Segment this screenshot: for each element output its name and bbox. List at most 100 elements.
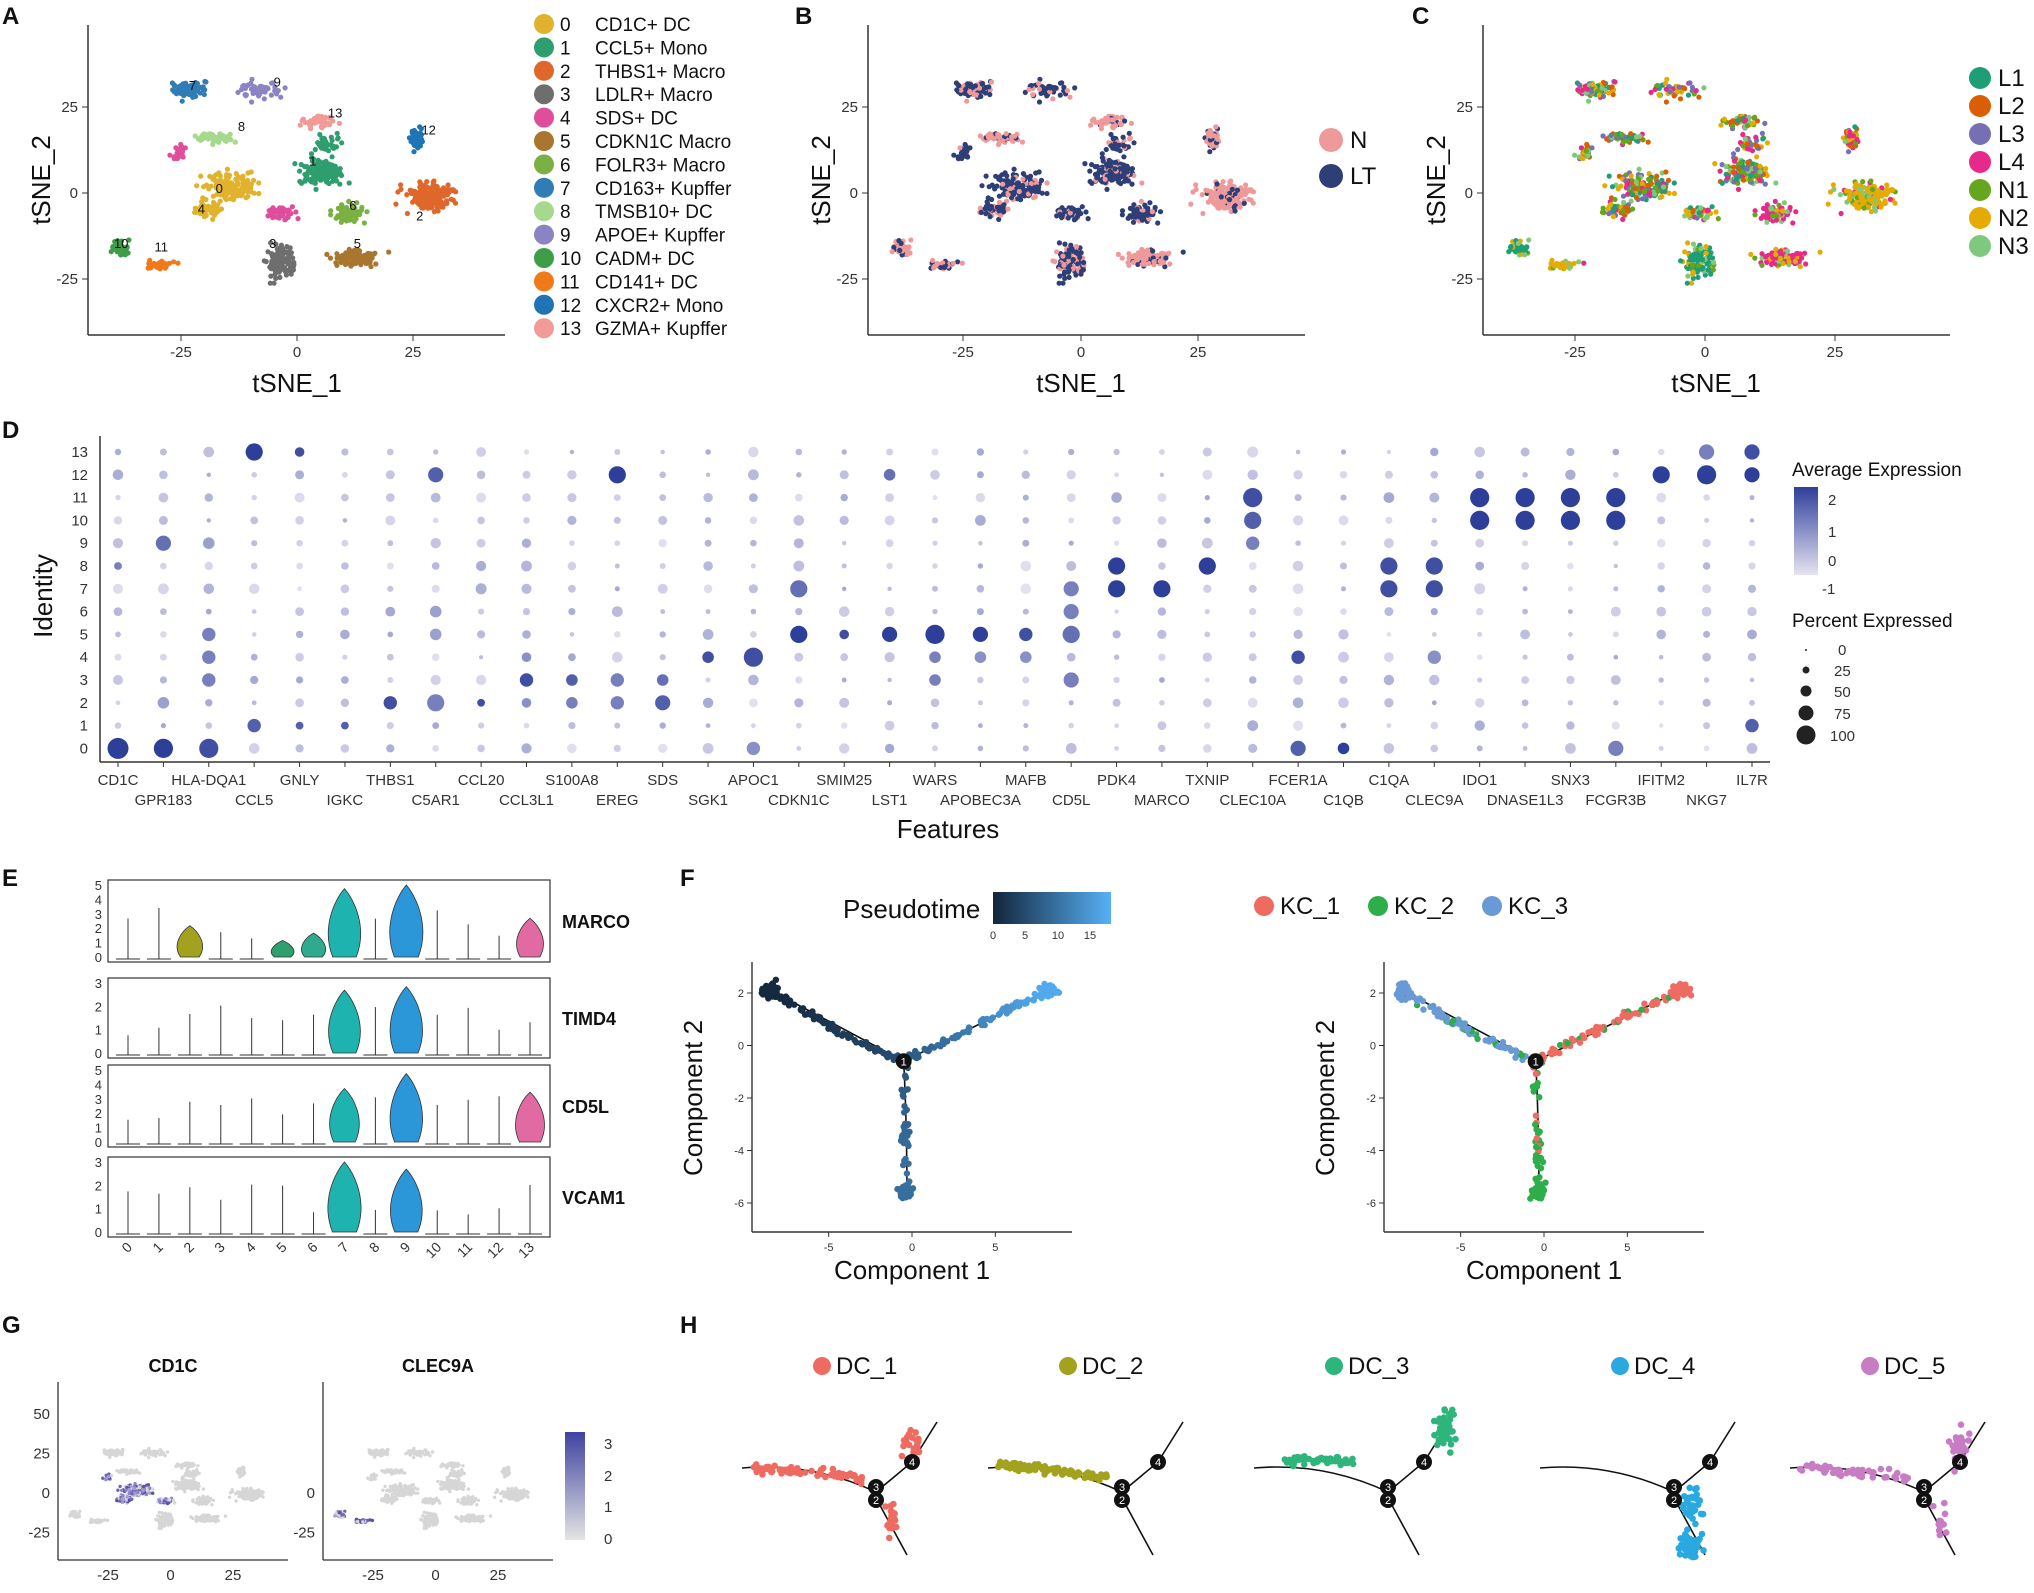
dot-plot-point [153,738,173,759]
cell-point [317,131,323,138]
cell-point [361,220,367,226]
panel-label-g: G [2,1312,21,1339]
cluster-number-label: 4 [198,202,205,217]
cell-point [329,143,335,149]
cell-point [147,257,153,263]
cell-point [214,191,220,197]
dot-plot-point [1204,517,1211,524]
cell-point [442,191,448,197]
violin-cluster-label: 5 [273,1239,290,1256]
violin-ytick: 3 [95,976,102,991]
cell-point [1606,173,1612,179]
dot-plot-point [250,653,258,661]
feature-label: SNX3 [1551,772,1590,789]
cell-point [122,252,128,258]
dot-plot-point [1202,652,1213,662]
dot-plot-point [1560,510,1580,530]
cell-point [1139,217,1145,223]
cell-point [1011,166,1017,172]
cell-point [339,214,345,220]
cell-point [1754,154,1760,160]
panel-d-size-tick: 50 [1834,684,1851,701]
dot-plot-point [159,470,168,480]
cell-point [1887,196,1893,202]
cell-point [1104,186,1110,192]
cell-point [335,205,341,211]
cell-point [1032,193,1038,200]
dot-plot-point [1567,586,1573,592]
cell-point [210,199,217,205]
dot-plot-point [614,722,621,729]
dot-plot-point [342,654,348,660]
cell-point [1666,190,1672,196]
trajectory-cell [901,1103,908,1110]
legend-swatch [534,201,554,222]
cell-point [1633,179,1639,185]
violin-cluster-label: 10 [422,1239,444,1261]
feature-label: APOBEC3A [940,792,1021,809]
dot-plot-point [1522,654,1528,660]
cell-point [437,187,443,193]
dot-plot-point [749,698,758,708]
dot-plot-point [1204,722,1211,729]
cell-point [1853,181,1859,187]
violin-shape [389,986,423,1054]
cell-point [421,186,427,192]
cell-point [1628,131,1634,137]
dot-plot-point [1022,494,1029,501]
dot-plot-point [432,517,439,524]
cell-point [1744,141,1750,147]
dot-plot-point [340,698,350,707]
trajectory-cell [1043,992,1050,999]
cell-point [233,182,239,189]
dot-plot-point [705,449,711,455]
cell-point [1645,182,1651,189]
dot-plot-point [1114,540,1120,546]
dot-plot-point [839,629,849,640]
dot-plot-point [1657,516,1666,525]
dot-plot-point [296,540,303,547]
cell-point [1610,91,1616,98]
dot-plot-point [204,493,213,502]
dot-plot-point [568,653,576,662]
legend-swatch-lt [1319,164,1343,188]
dot-plot-point [294,492,305,503]
cell-point [1515,240,1521,246]
cell-point [1630,192,1636,198]
dot-plot-point [1610,606,1621,617]
dot-plot-point [1202,447,1212,457]
cell-point [1226,204,1232,210]
cell-point [1605,206,1611,212]
cell-point [1220,179,1226,185]
dot-plot-point [1522,472,1528,478]
dot-plot-point [1430,471,1439,479]
cell-point [110,244,116,250]
cell-point [1007,186,1014,192]
cell-point [350,256,356,262]
traj-ylabel: Component 2 [1310,1020,1340,1176]
dot-plot-point [432,722,440,729]
dot-plot-point [1697,465,1717,485]
dot-plot-point [476,538,486,548]
trajectory-cell [882,1051,890,1059]
cell-point [372,250,378,256]
cell-point [1062,275,1068,281]
cell-point [260,84,266,90]
trajectory-cell [954,1033,961,1041]
cell-point [227,181,233,187]
violin-ytick: 2 [95,999,102,1014]
cell-point [1802,250,1808,256]
panel-c-tsne-samples: -25 0 25 25 0 -25 tSNE_1 tSNE_2 L1L2L3L4… [1421,25,2029,398]
cell-point [1522,246,1529,252]
cell-point [1689,262,1696,268]
dot-plot-point [1429,674,1440,686]
cell-point [411,149,417,155]
cell-point [1790,220,1796,226]
dot-plot-point [1430,744,1439,753]
cell-point [1600,93,1607,99]
cell-point [1754,143,1760,149]
legend-cluster-id: 3 [560,85,571,106]
dot-plot-point [929,674,941,686]
dot-plot-point [1022,608,1029,615]
dot-plot-point [1292,583,1304,595]
